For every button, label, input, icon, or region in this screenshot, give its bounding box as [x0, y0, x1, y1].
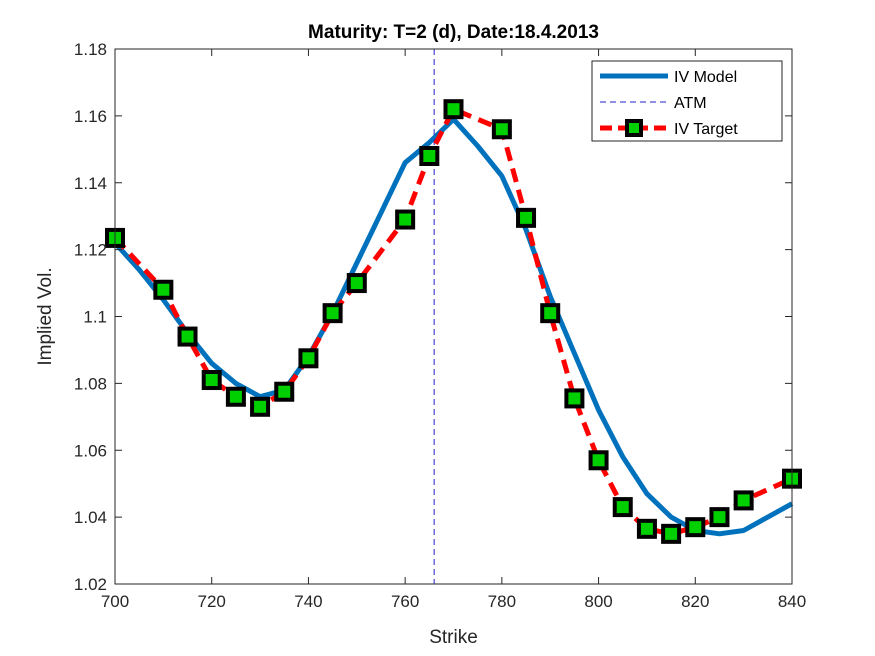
iv-target-point — [540, 303, 561, 324]
iv-target-point — [491, 119, 512, 140]
x-tick-label: 800 — [584, 592, 612, 611]
x-tick-label: 700 — [101, 592, 129, 611]
iv-target-point — [177, 326, 198, 347]
y-axis-label: Implied Vol. — [35, 267, 56, 365]
tick-labels-layer: 700 720 740 760 780 800 820 840 1.02 1.04 1.06 1.08… — [74, 40, 806, 611]
x-axis-label: Strike — [429, 627, 478, 648]
y-tick-label: 1.1 — [83, 308, 107, 327]
y-tick-label: 1.16 — [74, 107, 107, 126]
iv-target-point — [709, 507, 730, 528]
iv-target-point — [733, 490, 754, 511]
x-tick-label: 720 — [198, 592, 226, 611]
legend-label-iv-target: IV Target — [674, 121, 738, 138]
x-tick-label: 840 — [778, 592, 806, 611]
iv-target-point — [685, 517, 706, 538]
y-tick-label: 1.18 — [74, 40, 107, 59]
iv-target-point — [153, 279, 174, 300]
iv-target-point — [298, 348, 319, 369]
x-tick-label: 740 — [294, 592, 322, 611]
y-tick-label: 1.02 — [74, 575, 107, 594]
iv-target-point — [516, 207, 537, 228]
y-tick-label: 1.14 — [74, 174, 107, 193]
x-tick-label: 820 — [681, 592, 709, 611]
legend-label-iv-model: IV Model — [674, 69, 737, 86]
iv-target-point — [564, 388, 585, 409]
legend-label-atm: ATM — [674, 95, 707, 112]
iv-target-point — [274, 381, 295, 402]
iv-target-point — [443, 99, 464, 120]
iv-target-point — [250, 396, 271, 417]
iv-target-point — [588, 450, 609, 471]
iv-target-point — [612, 497, 633, 518]
ticks-layer — [114, 48, 793, 585]
iv-target-point — [346, 273, 367, 294]
legend: IV Model ATM IV Target — [591, 60, 783, 142]
iv-target-point — [661, 523, 682, 544]
x-tick-label: 760 — [391, 592, 419, 611]
iv-target-point — [395, 209, 416, 230]
iv-target-point — [322, 303, 343, 324]
y-tick-label: 1.04 — [74, 508, 107, 527]
series-layer — [105, 49, 802, 584]
iv-target-point — [201, 370, 222, 391]
iv-target-point — [636, 518, 657, 539]
chart-title: Maturity: T=2 (d), Date:18.4.2013 — [308, 22, 599, 43]
y-tick-label: 1.12 — [74, 241, 107, 260]
iv-target-point — [419, 146, 440, 166]
y-tick-label: 1.08 — [74, 374, 107, 393]
iv-target-point — [225, 386, 246, 407]
y-tick-label: 1.06 — [74, 441, 107, 460]
legend-marker-iv-target — [625, 119, 643, 137]
x-tick-label: 780 — [488, 592, 516, 611]
series-line-iv-model — [113, 116, 794, 537]
